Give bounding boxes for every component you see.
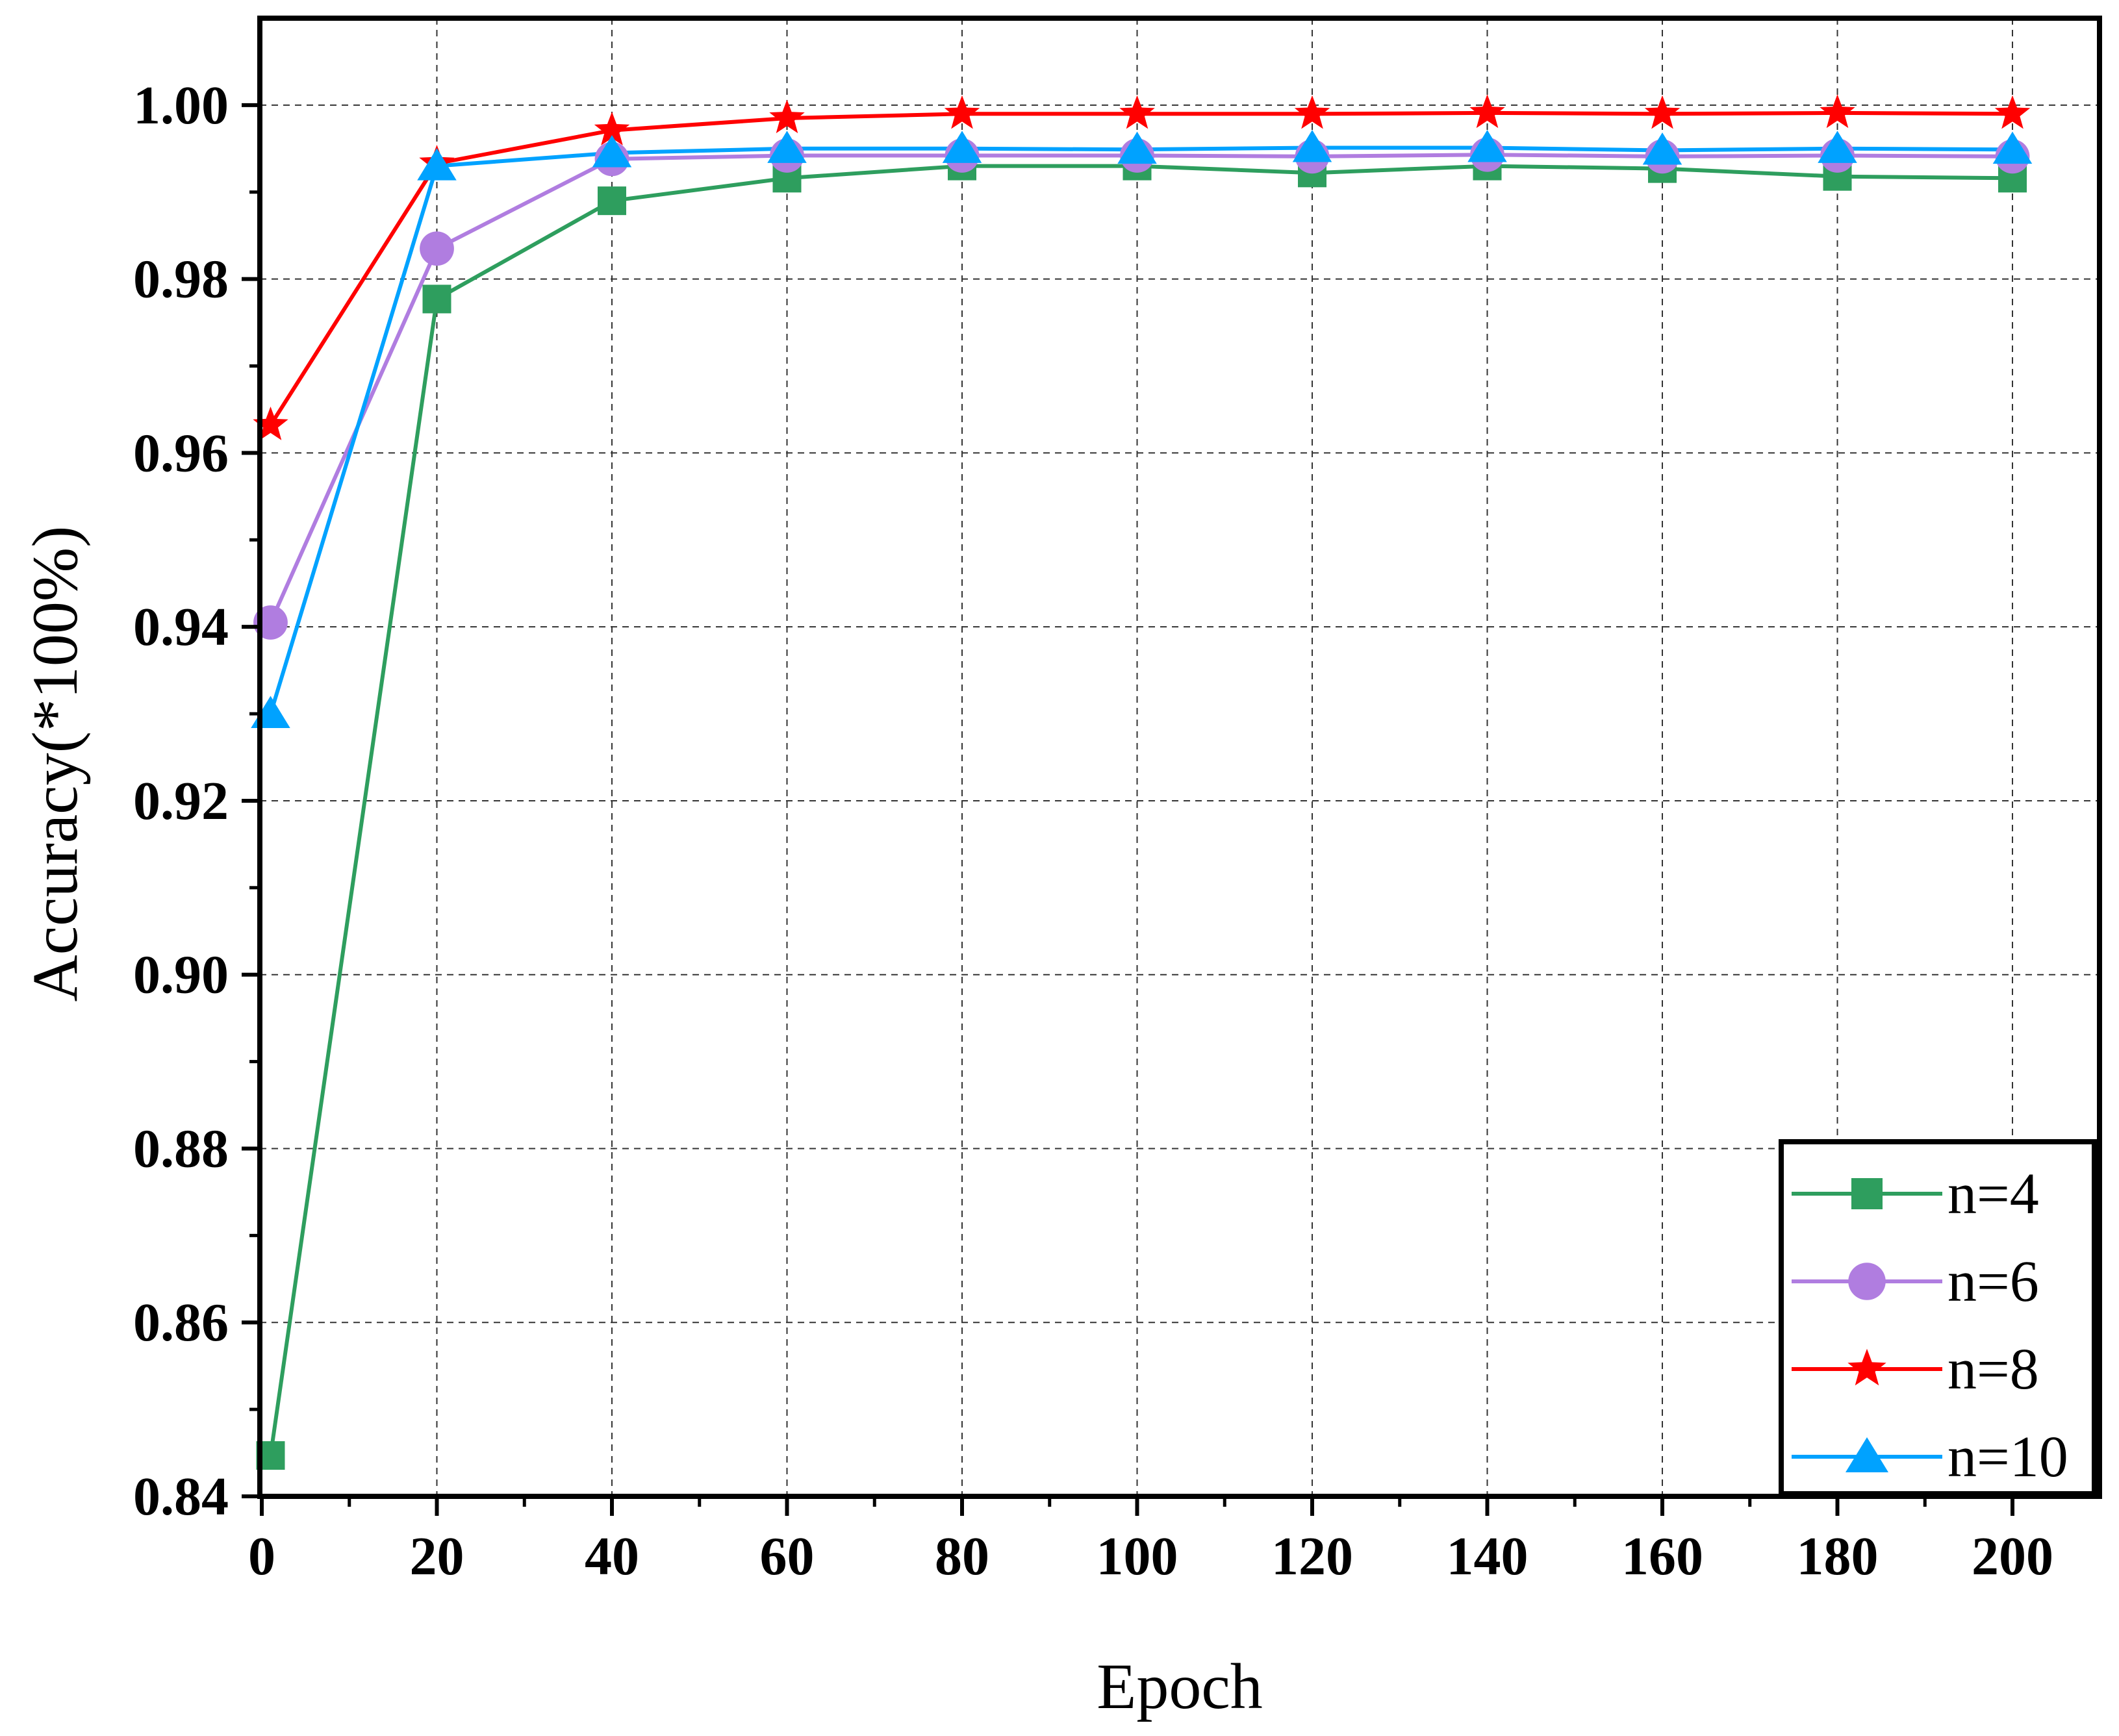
y-tick-label: 0.90	[133, 945, 229, 1005]
data-point-n=8	[1469, 94, 1505, 129]
data-point-n=6	[420, 231, 454, 266]
legend-marker-n=8	[1847, 1348, 1886, 1386]
x-tick-label: 80	[935, 1526, 989, 1587]
axis-ticks: 0 20 40 60 80 100 120 140 160 180 200 0.84 0.86 0.88 0…	[133, 75, 2053, 1587]
data-point-n=10	[767, 131, 807, 163]
y-tick-label: 0.84	[133, 1466, 229, 1527]
data-point-n=10	[1642, 132, 1682, 165]
x-tick-label: 200	[1972, 1526, 2053, 1587]
x-tick-label: 60	[760, 1526, 815, 1587]
data-point-n=10	[251, 696, 290, 729]
x-tick-label: 0	[248, 1526, 275, 1587]
data-point-n=8	[1294, 95, 1330, 129]
x-tick-label: 140	[1447, 1526, 1529, 1587]
data-point-n=4	[598, 186, 626, 216]
series-line-n=10	[268, 145, 2013, 714]
x-tick-label: 180	[1797, 1526, 1879, 1587]
legend: n=4 n=6 n=8 n=10	[1779, 1139, 2097, 1496]
series-line-n=6	[268, 153, 2013, 623]
legend-label: n=4	[1948, 1162, 2039, 1226]
plot-frame	[257, 16, 2102, 1499]
legend-marker-n=10	[1846, 1437, 1888, 1472]
data-point-n=10	[592, 135, 632, 168]
x-tick-label: 120	[1271, 1526, 1353, 1587]
legend-label: n=10	[1948, 1425, 2068, 1489]
y-tick-label: 0.98	[133, 249, 229, 310]
y-tick-label: 0.86	[133, 1292, 229, 1353]
y-tick-label: 0.92	[133, 771, 229, 831]
x-axis-title: Epoch	[1097, 1650, 1262, 1722]
y-tick-label: 0.94	[133, 597, 229, 657]
series-layer	[251, 94, 2033, 1470]
data-point-n=10	[1292, 129, 1332, 162]
data-point-n=10	[1992, 131, 2033, 164]
data-point-n=8	[1994, 95, 2031, 129]
legend-marker-n=6	[1848, 1263, 1886, 1300]
x-tick-label: 160	[1621, 1526, 1703, 1587]
data-point-n=10	[942, 131, 982, 163]
y-tick-label: 0.96	[133, 423, 229, 483]
y-axis-title: Accuracy(*100%)	[19, 526, 91, 1002]
y-tick-label: 0.88	[133, 1118, 229, 1179]
y-tick-label: 1.00	[133, 75, 229, 136]
data-point-n=10	[1818, 131, 1857, 163]
legend-label: n=8	[1948, 1337, 2039, 1402]
data-point-n=8	[594, 112, 630, 145]
plot-border	[257, 16, 2102, 1499]
series-line-n=4	[268, 164, 2013, 1456]
data-point-n=4	[422, 284, 451, 314]
data-point-n=10	[1117, 131, 1157, 164]
data-point-n=8	[944, 95, 980, 129]
data-point-n=8	[253, 407, 288, 440]
data-point-n=8	[1820, 94, 1855, 129]
data-point-n=10	[417, 148, 457, 181]
data-point-n=10	[1467, 129, 1507, 162]
data-point-n=8	[769, 99, 805, 134]
legend-box	[1779, 1139, 2097, 1496]
x-tick-label: 40	[585, 1526, 639, 1587]
legend-label: n=6	[1948, 1250, 2039, 1314]
x-tick-label: 100	[1097, 1526, 1178, 1587]
data-point-n=8	[1644, 95, 1681, 129]
legend-marker-n=4	[1851, 1178, 1883, 1209]
data-point-n=8	[1119, 95, 1155, 129]
x-tick-label: 20	[410, 1526, 464, 1587]
